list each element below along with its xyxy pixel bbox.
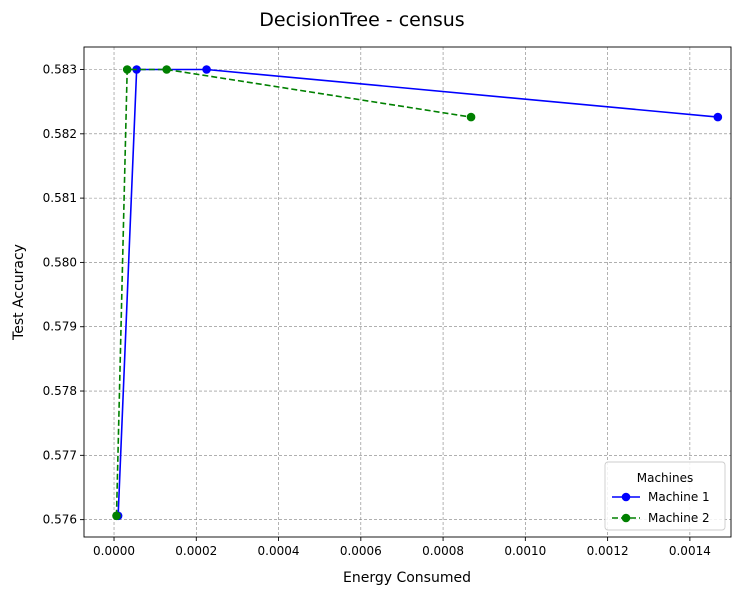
y-tick-label: 0.583 <box>43 63 77 77</box>
y-tick-label: 0.577 <box>43 448 77 462</box>
x-tick-label: 0.0014 <box>669 544 711 558</box>
machine-1-line <box>117 68 718 516</box>
x-tick-label: 0.0006 <box>340 544 382 558</box>
x-tick-label: 0.0008 <box>422 544 464 558</box>
legend-title: Machines <box>637 471 693 485</box>
x-tick-label: 0.0012 <box>587 544 629 558</box>
plot-area <box>112 65 723 521</box>
x-tick-label: 0.0000 <box>93 544 135 558</box>
machine-1-point <box>713 112 723 122</box>
chart-title: DecisionTree - census <box>259 9 464 31</box>
y-tick-label: 0.581 <box>43 191 77 205</box>
x-tick-label: 0.0010 <box>504 544 546 558</box>
x-axis-title: Energy Consumed <box>343 570 471 586</box>
x-tick-label: 0.0002 <box>175 544 217 558</box>
machine-1-point <box>202 65 211 74</box>
machine-1-legend-marker <box>621 492 631 502</box>
y-tick-label: 0.579 <box>43 320 77 334</box>
machine-2-point <box>466 112 476 122</box>
legend: Machines Machine 1 Machine 2 <box>604 461 726 531</box>
x-tick-label: 0.0004 <box>258 544 300 558</box>
machine-2-legend-label: Machine 2 <box>648 511 710 525</box>
y-axis: 0.576 0.577 0.578 0.579 0.580 0.581 0.582 0.583 <box>43 63 84 527</box>
legend-box <box>604 461 726 531</box>
machine-2-point <box>162 65 171 74</box>
y-tick-label: 0.576 <box>43 513 77 527</box>
y-tick-label: 0.578 <box>43 384 77 398</box>
machine-2-line <box>115 68 472 516</box>
x-axis: 0.0000 0.0002 0.0004 0.0006 0.0008 0.0010 0.00… <box>93 537 711 558</box>
machine-2-point <box>122 65 132 74</box>
y-tick-label: 0.580 <box>43 255 77 269</box>
machine-2-legend-marker <box>621 513 631 523</box>
plot-frame <box>83 46 732 538</box>
machine-1-legend-label: Machine 1 <box>648 490 710 504</box>
y-axis-title: Test Accuracy <box>11 244 27 341</box>
machine-2-point <box>112 511 121 521</box>
y-tick-label: 0.582 <box>43 127 77 141</box>
